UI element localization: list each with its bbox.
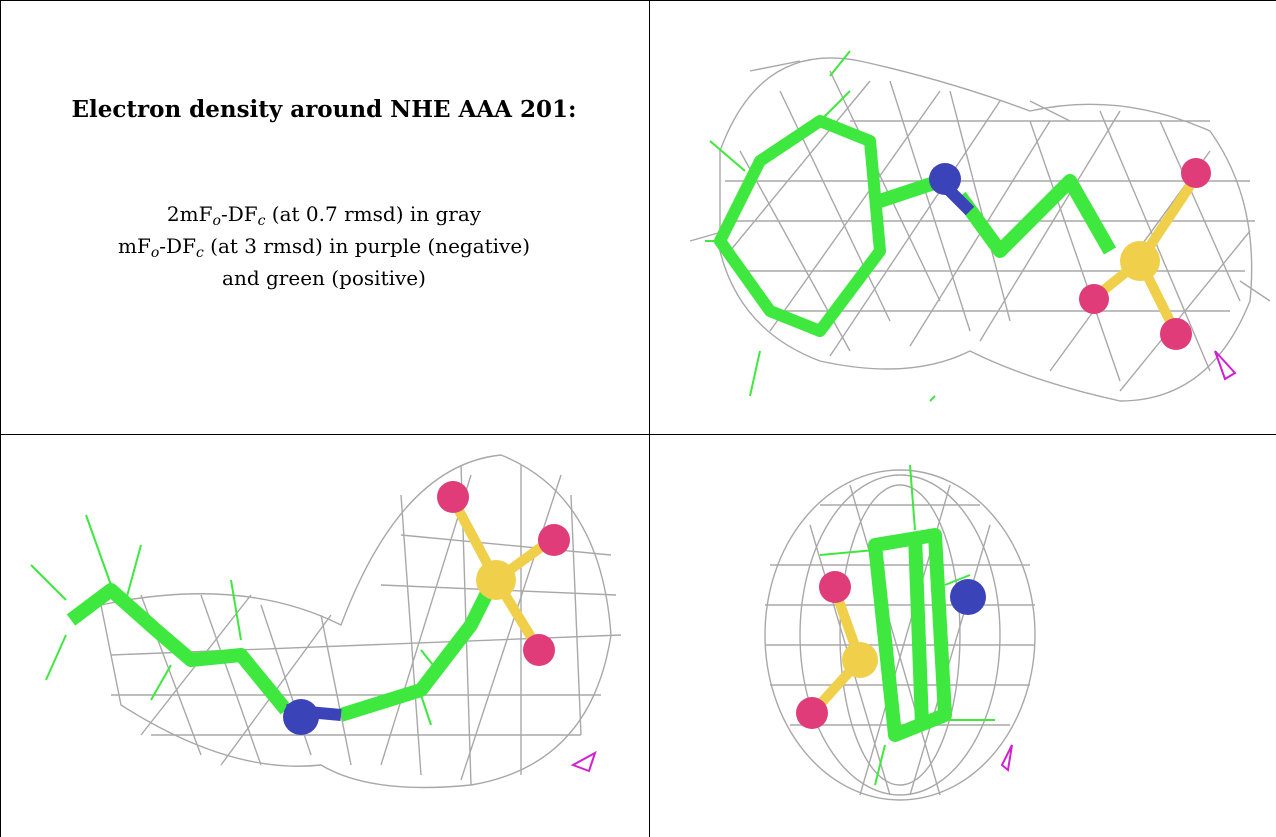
oxygen-atom [796,697,828,729]
carbon-bonds [714,115,1117,337]
legend-line-positive: and green (positive) [222,266,426,290]
carbon-bonds [66,581,498,722]
sulfur-atom [476,560,516,600]
bottom-right-view [650,435,1276,837]
oxygen-atom [1079,284,1109,314]
hydrogen-bonds [705,50,936,402]
nitrogen-atom [283,699,319,735]
negative-density-blob [1214,350,1237,381]
legend-text: mF [118,234,151,258]
nitrogen-atom [950,579,986,615]
hydrogen-bonds [819,464,995,786]
density-mesh [100,454,622,789]
figure-legend: 2mFo-DFc (at 0.7 rmsd) in gray mFo-DFc (… [0,198,648,294]
legend-text: (at 3 rmsd) in purple (negative) [203,234,530,258]
table-border-left [0,0,1,837]
oxygen-atom [819,571,851,603]
negative-density-blob [1000,744,1013,772]
figure-title: Electron density around NHE AAA 201: [71,96,577,123]
table-border-center [649,0,650,837]
sulfur-atom [842,642,878,678]
legend-line-2fo: 2mFo-DFc (at 0.7 rmsd) in gray [0,198,648,230]
oxygen-atom [1160,318,1192,350]
molecule-density-view [764,464,1036,801]
table-border-top [0,0,1276,1]
nitrogen-atom [929,163,961,195]
table-border-middle [0,434,1276,435]
negative-density-blob [570,750,597,773]
legend-text: (at 0.7 rmsd) in gray [265,202,482,226]
oxygen-atom [523,634,555,666]
top-right-view [650,1,1276,434]
caption-cell: Electron density around NHE AAA 201: 2mF… [0,0,649,434]
legend-text: -DF [159,234,196,258]
oxygen-atom [538,524,570,556]
oxygen-atom [1181,158,1211,188]
sulfur-atom [1120,241,1160,281]
carbon-bonds [868,528,952,742]
oxygen-atom [437,481,469,513]
legend-subscript: o [150,245,160,261]
legend-text: -DF [220,202,258,226]
molecule-density-view [689,50,1271,402]
bottom-left-view [1,435,649,837]
density-mesh [764,469,1036,801]
molecule-density-view [30,454,622,789]
legend-text: 2mF [166,202,213,226]
legend-subscript: c [257,213,266,229]
legend-subscript: c [195,245,204,261]
legend-line-fo: mFo-DFc (at 3 rmsd) in purple (negative) [0,230,648,262]
legend-subscript: o [212,213,221,229]
hydrogen-bonds [30,514,442,726]
